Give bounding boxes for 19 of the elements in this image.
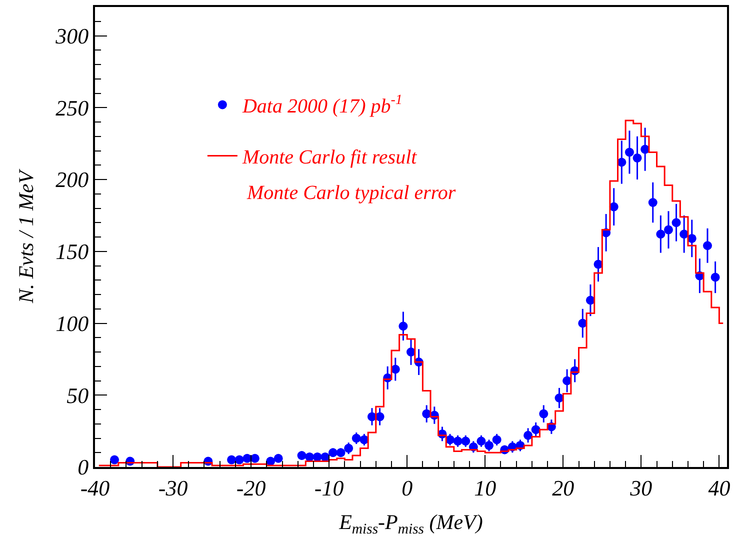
x-tick-label: -30 bbox=[158, 475, 188, 500]
y-tick-label: 150 bbox=[56, 239, 89, 264]
y-tick-label: 250 bbox=[56, 95, 89, 120]
x-tick-label: -20 bbox=[236, 475, 266, 500]
x-tick-label: 0 bbox=[402, 475, 413, 500]
y-tick-label: 50 bbox=[66, 382, 89, 408]
y-tick-label: 100 bbox=[56, 310, 89, 336]
x-axis-title: E$_{miss}$-P$_{miss}$ (MeV) bbox=[338, 510, 483, 538]
x-tick-label: 40 bbox=[708, 475, 730, 500]
x-tick-label: 30 bbox=[629, 475, 652, 500]
legend-label: Monte Carlo fit result bbox=[241, 146, 418, 168]
x-tick-label: 10 bbox=[474, 475, 496, 500]
annotation: Monte Carlo typical error bbox=[246, 182, 456, 204]
x-tick-label: -10 bbox=[314, 475, 344, 500]
y-tick-label: 300 bbox=[54, 23, 89, 48]
x-tick-label: 20 bbox=[552, 475, 574, 500]
legend-label: Data 2000 (17) pb$^{-1}$ bbox=[241, 93, 402, 118]
y-axis-title: N. Evts / 1 MeV bbox=[14, 168, 38, 304]
y-tick-label: 200 bbox=[56, 167, 89, 192]
